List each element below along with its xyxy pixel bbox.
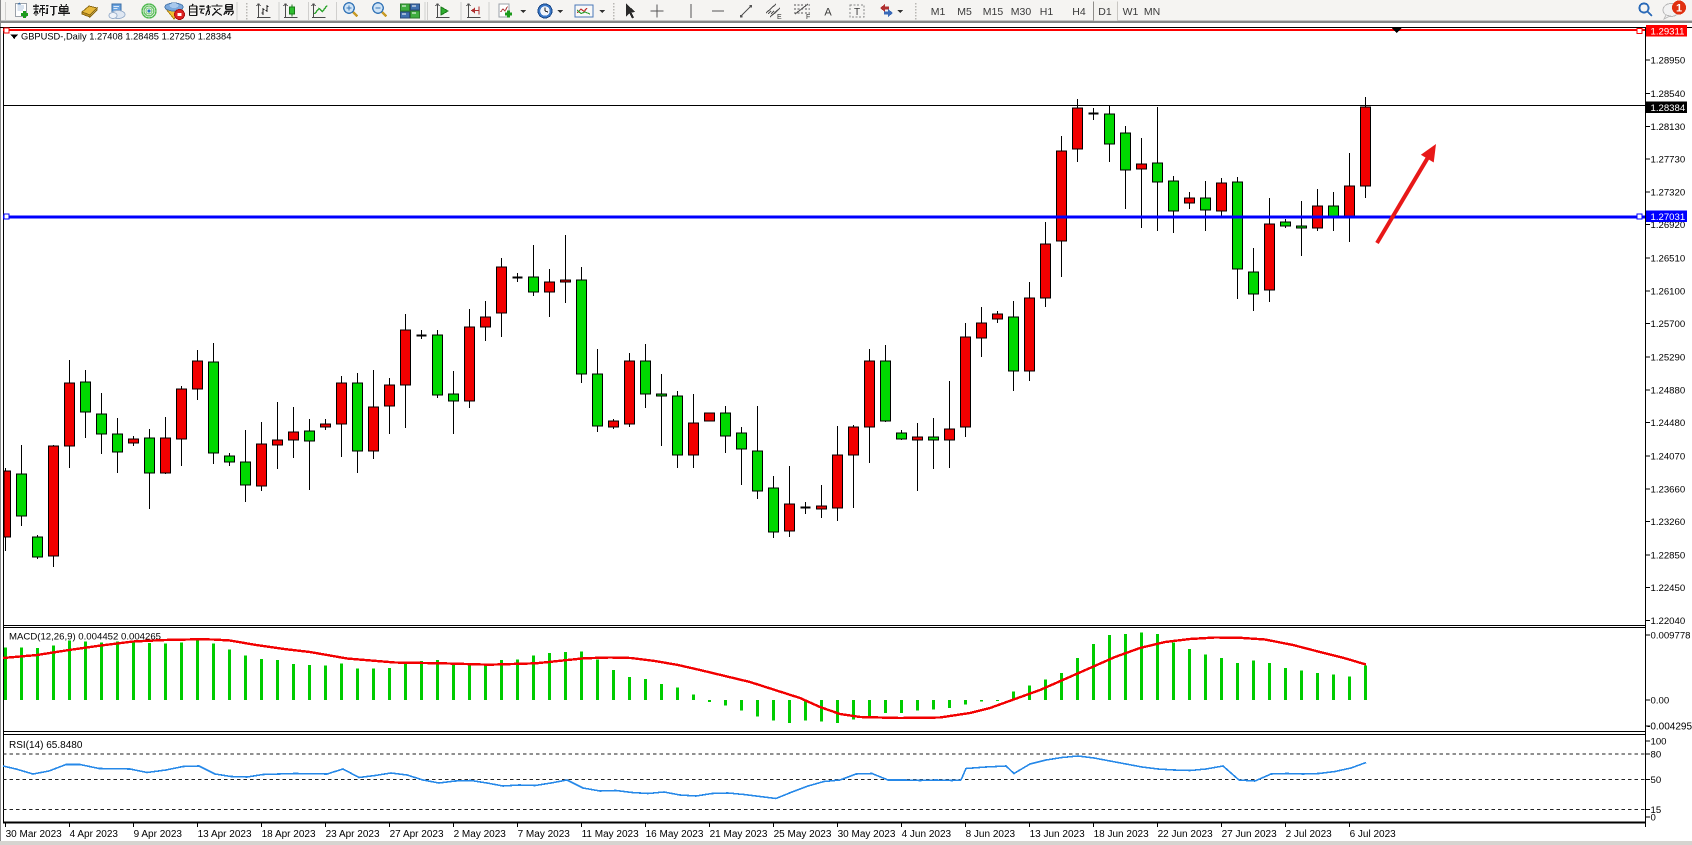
svg-text:0: 0 (1651, 813, 1656, 824)
svg-text:22 Jun 2023: 22 Jun 2023 (1158, 829, 1213, 840)
svg-text:1.22040: 1.22040 (1651, 616, 1686, 627)
svg-text:9 Apr 2023: 9 Apr 2023 (134, 829, 183, 840)
svg-text:16 May 2023: 16 May 2023 (646, 829, 704, 840)
svg-text:A: A (824, 7, 832, 19)
svg-text:30 May 2023: 30 May 2023 (838, 829, 896, 840)
svg-text:50: 50 (1651, 775, 1662, 786)
svg-text:1.27730: 1.27730 (1651, 154, 1686, 165)
svg-text:1.24070: 1.24070 (1651, 451, 1686, 462)
svg-text:23 Apr 2023: 23 Apr 2023 (326, 829, 380, 840)
svg-text:13 Jun 2023: 13 Jun 2023 (1030, 829, 1085, 840)
svg-text:1: 1 (1676, 3, 1682, 15)
svg-text:-0.004295: -0.004295 (1647, 722, 1692, 733)
svg-text:RSI(14) 65.8480: RSI(14) 65.8480 (9, 740, 83, 751)
svg-text:1.25700: 1.25700 (1651, 319, 1686, 330)
svg-text:M5: M5 (957, 6, 972, 18)
svg-text:M1: M1 (931, 6, 946, 18)
svg-text:1.27031: 1.27031 (1651, 212, 1686, 223)
svg-text:1.22450: 1.22450 (1651, 583, 1686, 594)
svg-text:1.25290: 1.25290 (1651, 352, 1686, 363)
svg-text:6 Jul 2023: 6 Jul 2023 (1350, 829, 1397, 840)
svg-text:27 Apr 2023: 27 Apr 2023 (390, 829, 444, 840)
svg-text:T: T (854, 7, 860, 18)
svg-text:GBPUSD-,Daily 1.27408 1.28485: GBPUSD-,Daily 1.27408 1.28485 1.27250 1.… (21, 32, 231, 42)
svg-text:H1: H1 (1040, 6, 1054, 18)
svg-text:1.26100: 1.26100 (1651, 287, 1686, 298)
svg-text:100: 100 (1651, 737, 1667, 748)
svg-text:13 Apr 2023: 13 Apr 2023 (198, 829, 252, 840)
svg-text:27 Jun 2023: 27 Jun 2023 (1222, 829, 1277, 840)
svg-text:4 Jun 2023: 4 Jun 2023 (902, 829, 952, 840)
svg-text:1.23260: 1.23260 (1651, 517, 1686, 528)
svg-text:1.28950: 1.28950 (1651, 56, 1686, 67)
svg-text:M30: M30 (1011, 6, 1032, 18)
svg-text:1.28130: 1.28130 (1651, 122, 1686, 133)
svg-text:2 Jul 2023: 2 Jul 2023 (1286, 829, 1333, 840)
svg-text:7 May 2023: 7 May 2023 (518, 829, 571, 840)
svg-text:1.28384: 1.28384 (1651, 103, 1686, 114)
svg-text:MN: MN (1144, 6, 1160, 18)
svg-text:MACD(12,26,9) 0.004452 0.00426: MACD(12,26,9) 0.004452 0.004265 (9, 632, 161, 643)
svg-text:1.26920: 1.26920 (1651, 220, 1686, 231)
svg-text:1.24480: 1.24480 (1651, 418, 1686, 429)
svg-text:1.29311: 1.29311 (1651, 27, 1685, 38)
svg-text:1.24880: 1.24880 (1651, 386, 1686, 397)
svg-text:1.28540: 1.28540 (1651, 89, 1686, 100)
svg-text:11 May 2023: 11 May 2023 (582, 829, 640, 840)
svg-text:25 May 2023: 25 May 2023 (774, 829, 832, 840)
svg-text:30 Mar 2023: 30 Mar 2023 (6, 829, 63, 840)
svg-text:1.26510: 1.26510 (1651, 253, 1686, 264)
svg-text:4 Apr 2023: 4 Apr 2023 (70, 829, 119, 840)
svg-text:18 Jun 2023: 18 Jun 2023 (1094, 829, 1149, 840)
svg-text:21 May 2023: 21 May 2023 (710, 829, 768, 840)
svg-text:1.23660: 1.23660 (1651, 485, 1686, 496)
svg-text:18 Apr 2023: 18 Apr 2023 (262, 829, 316, 840)
svg-text:0.00: 0.00 (1651, 696, 1670, 707)
svg-text:D1: D1 (1098, 6, 1112, 18)
svg-text:8 Jun 2023: 8 Jun 2023 (966, 829, 1016, 840)
svg-text:80: 80 (1651, 750, 1662, 761)
svg-text:0.009778: 0.009778 (1651, 631, 1691, 642)
svg-text:E: E (777, 14, 782, 21)
svg-text:1.27320: 1.27320 (1651, 188, 1686, 199)
svg-text:F: F (806, 14, 810, 21)
svg-text:15: 15 (1651, 805, 1662, 816)
svg-text:H4: H4 (1072, 6, 1086, 18)
svg-text:2 May 2023: 2 May 2023 (454, 829, 507, 840)
svg-text:M15: M15 (983, 6, 1004, 18)
svg-text:1.22850: 1.22850 (1651, 550, 1686, 561)
svg-text:W1: W1 (1123, 6, 1139, 18)
